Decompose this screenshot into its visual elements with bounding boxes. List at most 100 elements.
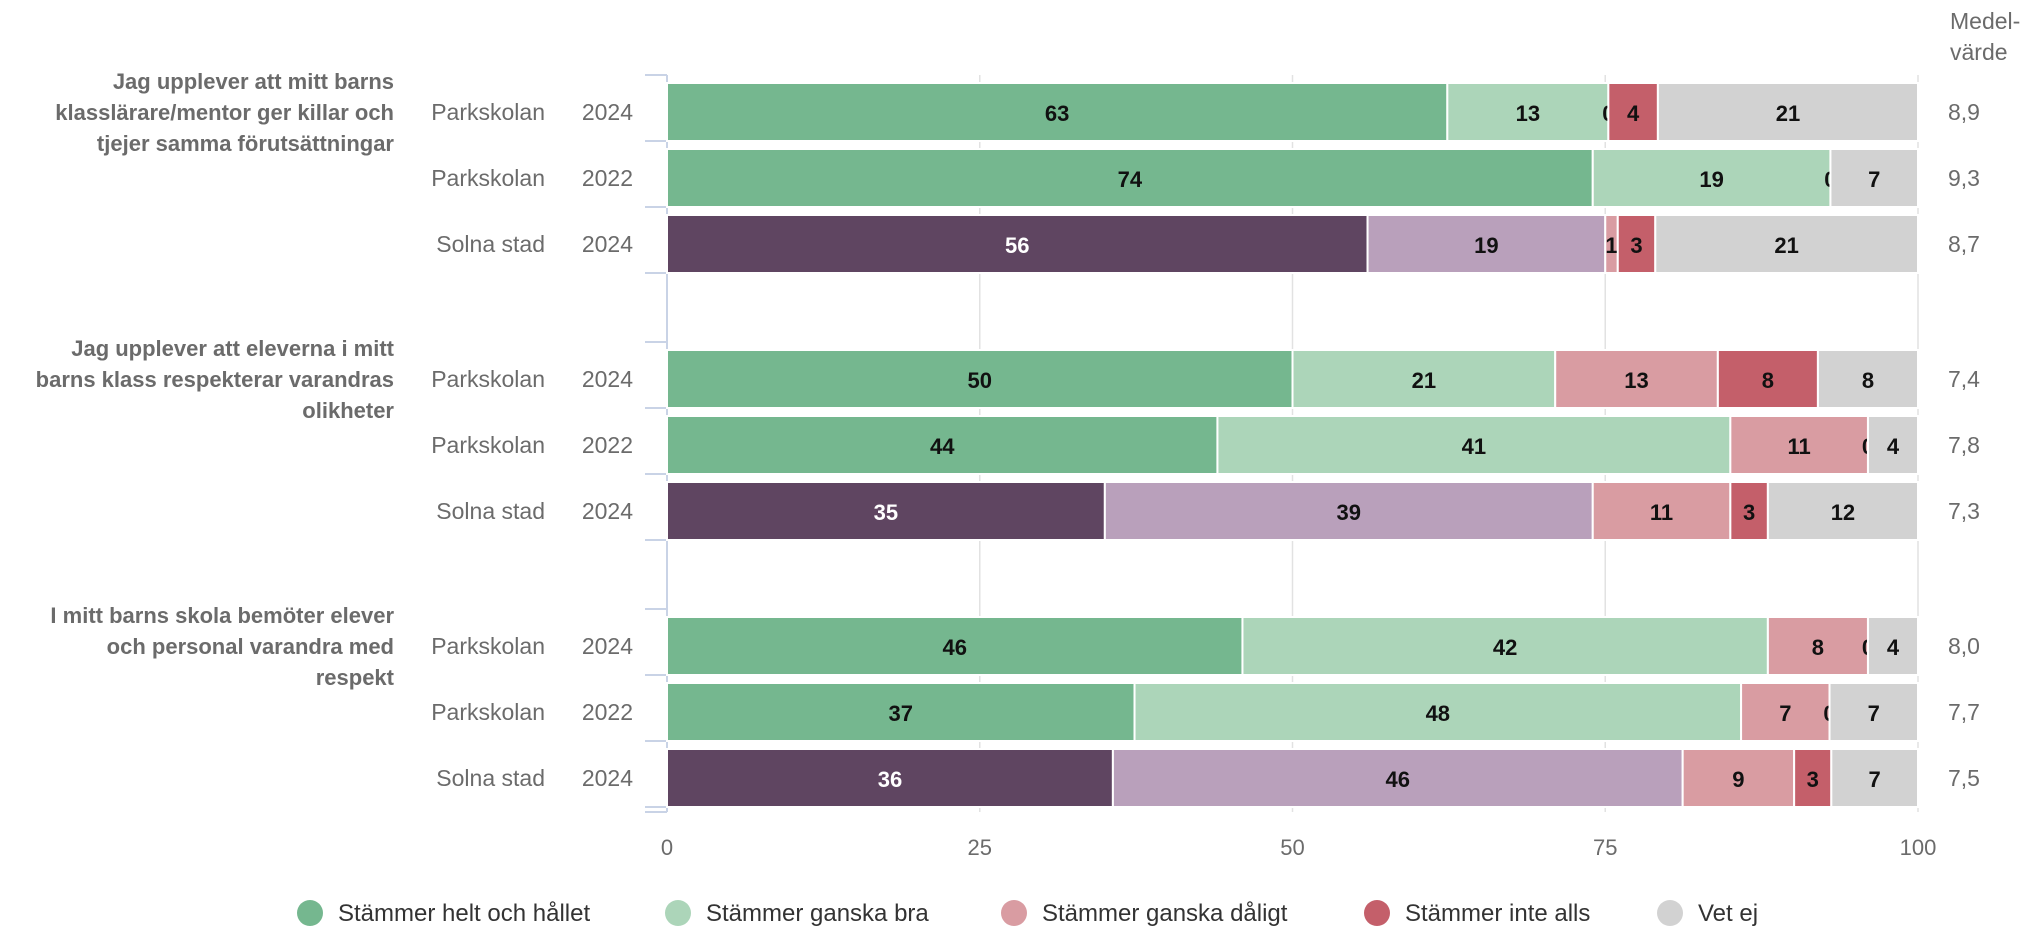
row-year-label: 2022 [582, 165, 633, 191]
data-label: 50 [968, 368, 992, 393]
data-label: 7 [1869, 767, 1881, 792]
x-tick-label: 75 [1593, 835, 1617, 860]
bar-segment [1133, 682, 1743, 742]
row-unit-label: Solna stad [436, 765, 545, 791]
data-label: 41 [1462, 434, 1486, 459]
row-mean-value: 8,9 [1948, 99, 1980, 125]
bar-segment [1828, 682, 1919, 742]
data-label: 4 [1887, 434, 1900, 459]
row-mean-value: 7,3 [1948, 498, 1980, 524]
row-unit-label: Parkskolan [431, 432, 545, 458]
bar-segment [666, 748, 1114, 808]
bar-segment [1866, 616, 1919, 676]
row-unit-label: Parkskolan [431, 633, 545, 659]
bar-segment [1866, 415, 1919, 475]
data-label: 74 [1118, 167, 1143, 192]
data-label: 44 [930, 434, 955, 459]
bar-segment [1729, 481, 1769, 541]
row-unit-label: Solna stad [436, 498, 545, 524]
data-label: 21 [1774, 233, 1798, 258]
data-label: 1 [1605, 233, 1617, 258]
data-label: 11 [1650, 500, 1673, 525]
row-year-label: 2024 [582, 231, 633, 257]
data-label: 7 [1868, 701, 1880, 726]
legend-swatch [297, 900, 323, 926]
row-unit-label: Parkskolan [431, 99, 545, 125]
bar-segment [1554, 349, 1719, 409]
data-label: 19 [1699, 167, 1723, 192]
legend-label: Stämmer inte alls [1405, 900, 1590, 927]
data-label: 48 [1426, 701, 1450, 726]
data-label: 8 [1762, 368, 1774, 393]
bar-segment [1446, 82, 1610, 142]
data-label: 11 [1788, 434, 1811, 459]
row-mean-value: 7,7 [1948, 699, 1980, 725]
data-label: 46 [1386, 767, 1410, 792]
mean-value-header: Medel- värde [1950, 8, 2021, 65]
data-label: 8 [1862, 368, 1874, 393]
row-mean-value: 8,0 [1948, 633, 1980, 659]
question-label: I mitt barns skola bemöter elever och pe… [50, 603, 394, 690]
row-mean-value: 7,4 [1948, 366, 1980, 392]
bar-segment [1111, 748, 1684, 808]
data-label: 12 [1831, 500, 1855, 525]
data-label: 42 [1493, 635, 1517, 660]
row-year-label: 2022 [582, 432, 633, 458]
bar-segment [1656, 82, 1920, 142]
data-label: 39 [1337, 500, 1361, 525]
row-year-label: 2024 [582, 633, 633, 659]
data-label: 4 [1887, 635, 1900, 660]
legend-swatch [665, 900, 691, 926]
bar-segment [666, 682, 1136, 742]
bar-segment [666, 214, 1369, 274]
data-label: 3 [1630, 233, 1642, 258]
legend-label: Vet ej [1698, 900, 1758, 927]
data-label: 21 [1776, 101, 1800, 126]
data-label: 19 [1474, 233, 1498, 258]
question-label: Jag upplever att eleverna i mitt barns k… [35, 336, 394, 423]
bar-segment [1291, 349, 1557, 409]
bar-segment [1766, 481, 1919, 541]
legend-label: Stämmer helt och hållet [338, 900, 590, 927]
x-tick-label: 100 [1900, 835, 1937, 860]
bar-segment [666, 82, 1449, 142]
x-tick-label: 25 [968, 835, 992, 860]
bar-segment [1654, 214, 1920, 274]
bar-segment [1816, 349, 1920, 409]
bar-segment [1103, 481, 1594, 541]
bar-segment [666, 148, 1594, 208]
bar-segment [1616, 214, 1657, 274]
row-unit-label: Solna stad [436, 231, 545, 257]
row-unit-label: Parkskolan [431, 366, 545, 392]
data-label: 8 [1812, 635, 1824, 660]
row-mean-value: 7,5 [1948, 765, 1980, 791]
bar-segment [1729, 415, 1869, 475]
data-label: 46 [942, 635, 966, 660]
data-label: 37 [889, 701, 913, 726]
row-year-label: 2024 [582, 99, 633, 125]
data-label: 36 [878, 767, 902, 792]
legend-swatch [1657, 900, 1683, 926]
data-label: 21 [1412, 368, 1436, 393]
bar-segment [1681, 748, 1796, 808]
row-unit-label: Parkskolan [431, 165, 545, 191]
data-label: 9 [1732, 767, 1744, 792]
data-label: 7 [1779, 701, 1791, 726]
row-year-label: 2022 [582, 699, 633, 725]
bar-segment [1829, 148, 1920, 208]
data-label: 56 [1005, 233, 1029, 258]
bar-segment [1716, 349, 1819, 409]
row-year-label: 2024 [582, 366, 633, 392]
row-unit-label: Parkskolan [431, 699, 545, 725]
bar-segment [666, 616, 1244, 676]
legend-swatch [1364, 900, 1390, 926]
bar-segment [666, 415, 1219, 475]
data-label: 13 [1516, 101, 1540, 126]
bar-segment [1740, 682, 1831, 742]
row-mean-value: 9,3 [1948, 165, 1980, 191]
row-year-label: 2024 [582, 765, 633, 791]
question-label: Jag upplever att mitt barns klasslärare/… [55, 69, 394, 156]
data-label: 13 [1624, 368, 1648, 393]
x-tick-label: 0 [661, 835, 673, 860]
